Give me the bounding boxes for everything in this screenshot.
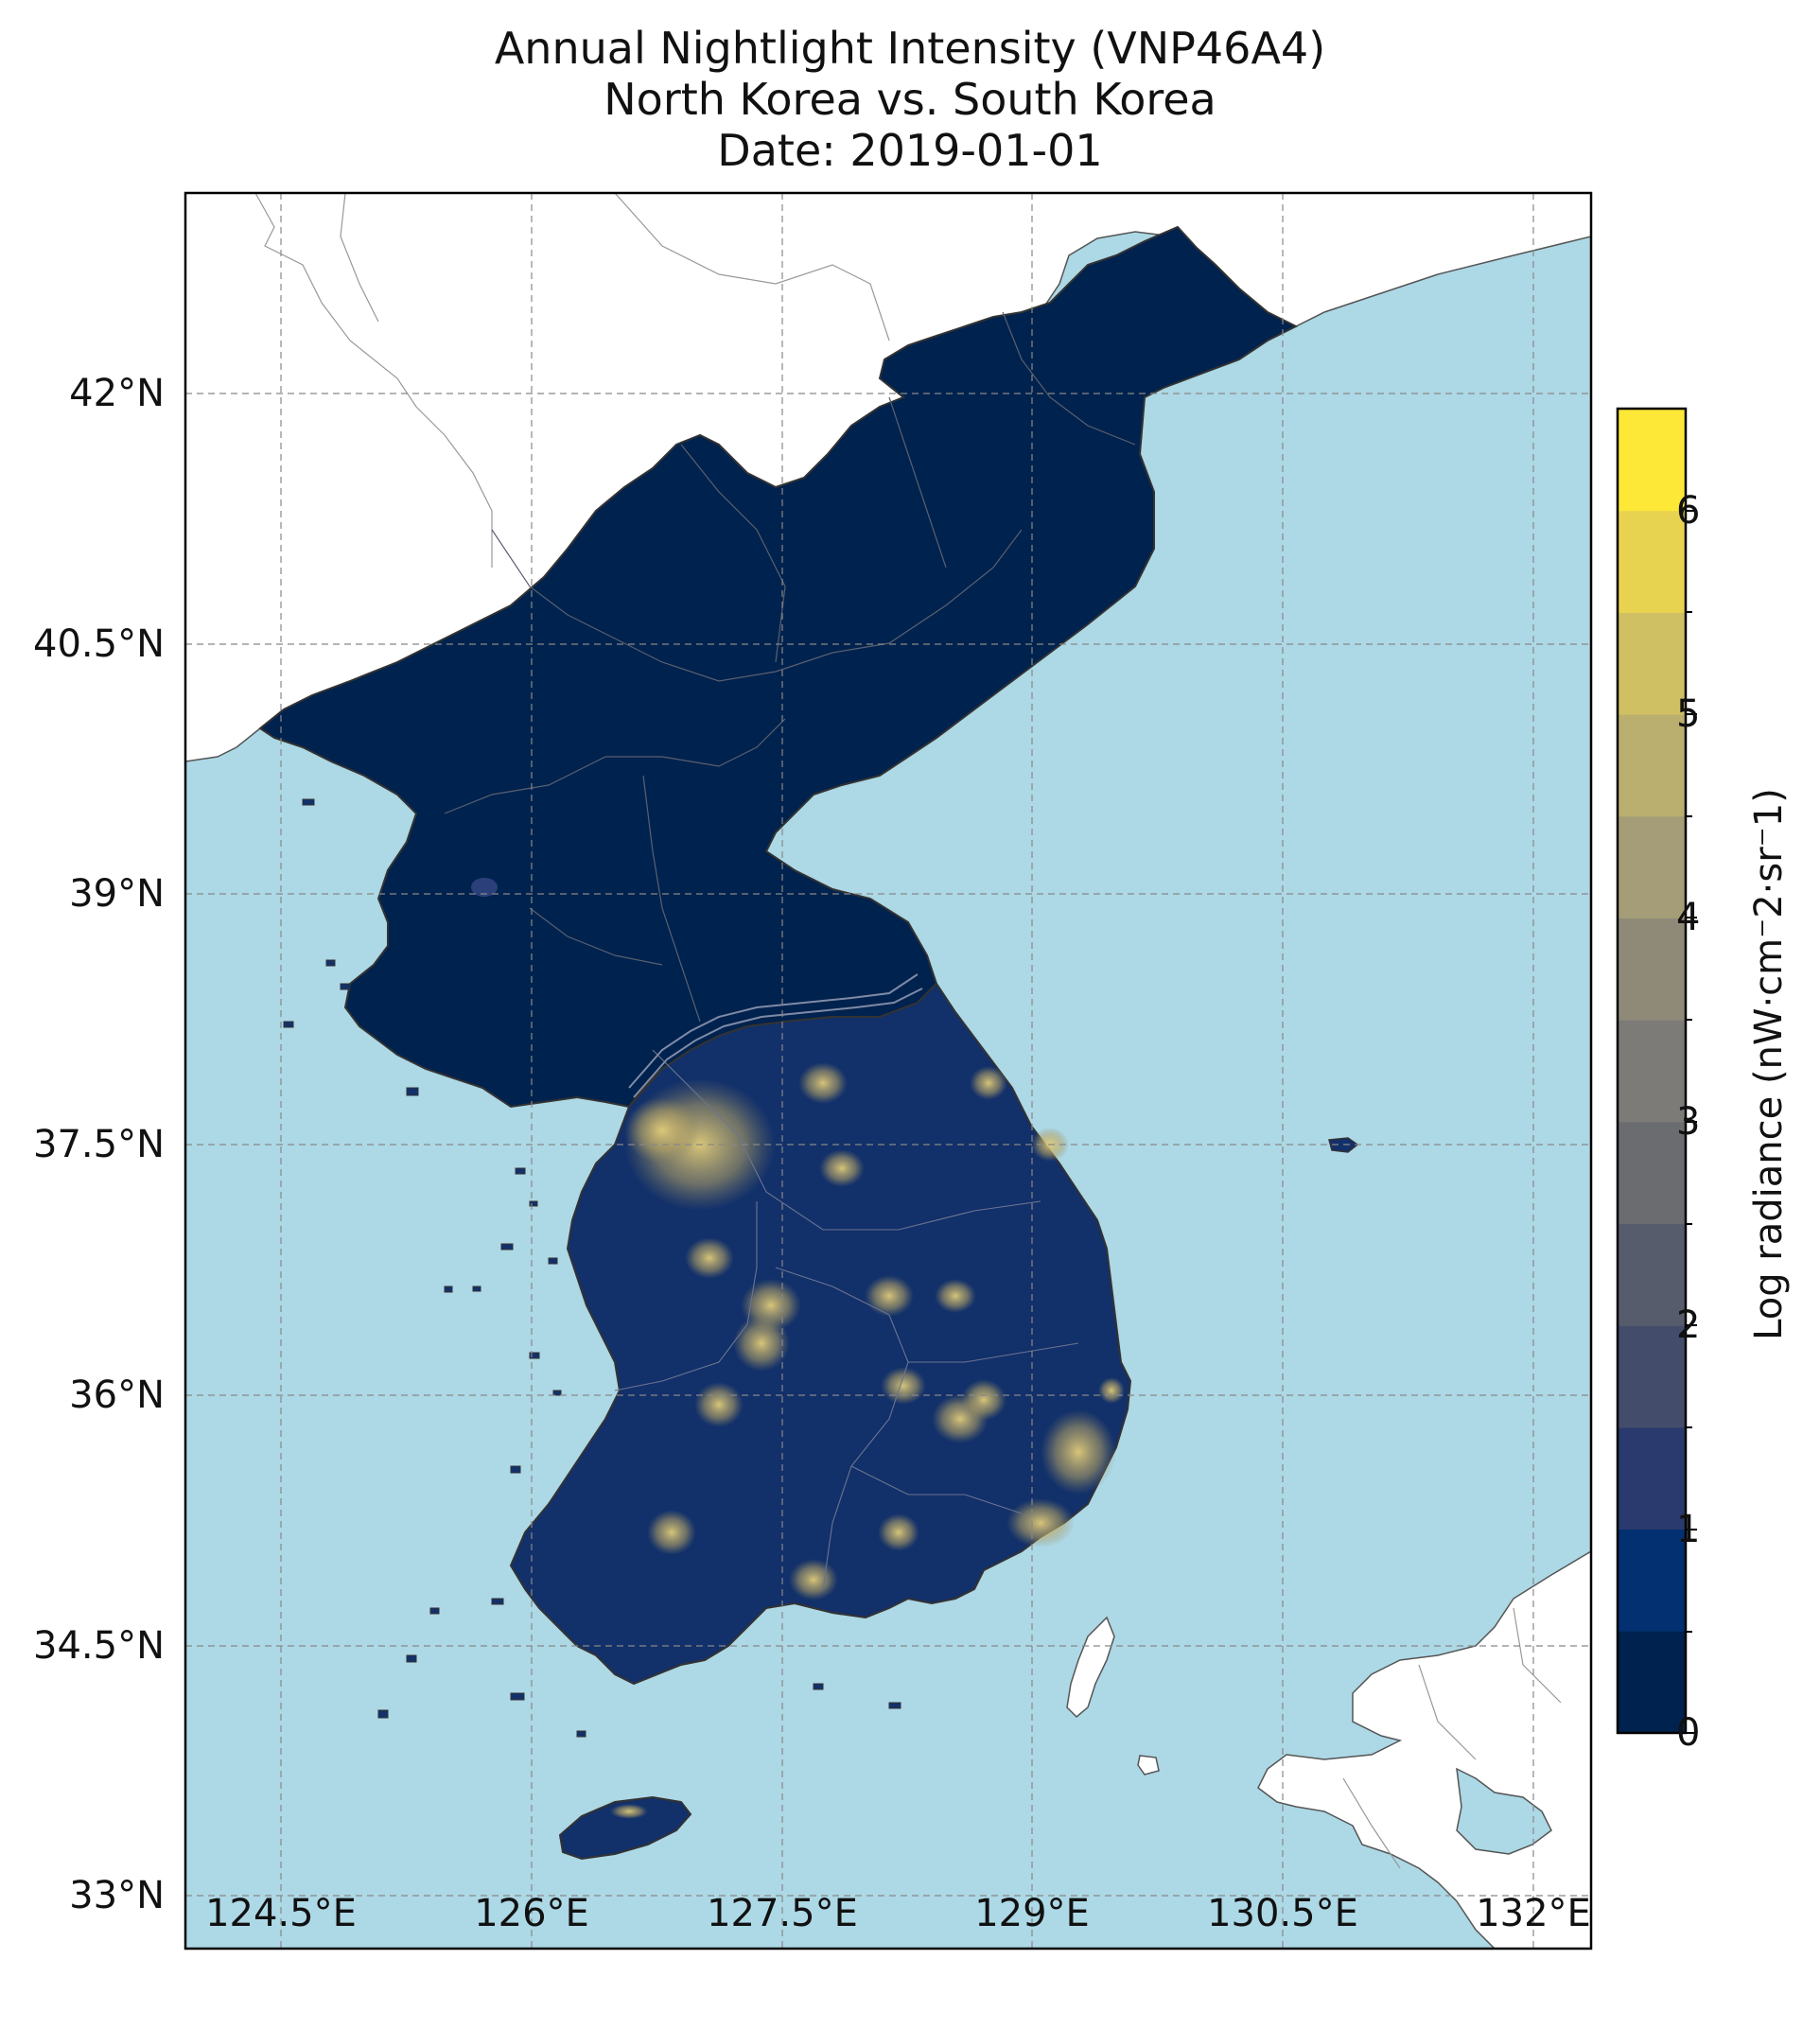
map-title: Annual Nightlight Intensity (VNP46A4) No… [0, 23, 1820, 176]
colorbar-tick-1: 1 [1676, 1508, 1701, 1551]
jeju-city-lights [610, 1804, 648, 1819]
colorbar-tick-6: 6 [1676, 489, 1701, 533]
lat-tick-34-5: 34.5°N [33, 1624, 165, 1668]
colorbar-segment [1618, 815, 1686, 918]
north-korea-land [258, 225, 1299, 1109]
colorbar-segment [1618, 1121, 1686, 1225]
colorbar-segment [1618, 612, 1686, 715]
colorbar-segment [1618, 409, 1686, 512]
colorbar [1618, 409, 1686, 1734]
japan-prefecture-lines [1342, 1607, 1562, 1869]
colorbar-tick-0: 0 [1676, 1711, 1701, 1755]
title-line-1: Annual Nightlight Intensity (VNP46A4) [494, 23, 1326, 74]
lat-tick-33: 33°N [69, 1874, 165, 1917]
colorbar-segment [1618, 918, 1686, 1021]
colorbar-ticks [1686, 510, 1697, 1734]
tsushima-island [1066, 1616, 1115, 1719]
south-korea-province-lines [614, 1049, 1079, 1590]
pyongyang-glow [471, 878, 498, 897]
colorbar-segment [1618, 1529, 1686, 1632]
lon-tick-130-5: 130.5°E [1207, 1892, 1358, 1935]
colorbar-tick-5: 5 [1676, 692, 1701, 736]
lat-tick-42: 42°N [69, 372, 165, 415]
dmz-lines [628, 973, 923, 1098]
colorbar-segment [1618, 1631, 1686, 1734]
lon-tick-129: 129°E [974, 1892, 1090, 1935]
map-frame [184, 191, 1593, 1950]
colorbar-label: Log radiance (nW·cm⁻2·sr⁻1) [1747, 788, 1791, 1340]
china-province-lines [254, 193, 890, 568]
iki-island [1137, 1755, 1160, 1775]
lat-tick-40-5: 40.5°N [33, 622, 165, 666]
western-islands [283, 798, 901, 1738]
title-line-3: Date: 2019-01-01 [717, 125, 1103, 176]
north-korea-province-lines [444, 311, 1136, 1023]
lon-tick-132: 132°E [1476, 1892, 1591, 1935]
colorbar-tick-4: 4 [1676, 896, 1701, 939]
colorbar-frame [1616, 407, 1688, 1735]
lat-tick-39: 39°N [69, 872, 165, 916]
colorbar-segment [1618, 1325, 1686, 1428]
jeju-island [558, 1795, 692, 1861]
japan-south-coast [1456, 1767, 1552, 1855]
colorbar-segment [1618, 510, 1686, 613]
lat-tick-37-5: 37.5°N [33, 1123, 165, 1166]
lon-tick-127-5: 127.5°E [707, 1892, 858, 1935]
colorbar-tick-3: 3 [1676, 1100, 1701, 1144]
lat-tick-36: 36°N [69, 1373, 165, 1417]
map-gridlines [185, 193, 1591, 1949]
colorbar-segment [1618, 1020, 1686, 1123]
colorbar-segment [1618, 1426, 1686, 1530]
colorbar-tick-2: 2 [1676, 1303, 1701, 1347]
lon-tick-126: 126°E [474, 1892, 589, 1935]
title-line-2: North Korea vs. South Korea [604, 74, 1216, 125]
colorbar-segment [1618, 714, 1686, 817]
lon-tick-124-5: 124.5°E [205, 1892, 357, 1935]
colorbar-segment [1618, 1223, 1686, 1326]
